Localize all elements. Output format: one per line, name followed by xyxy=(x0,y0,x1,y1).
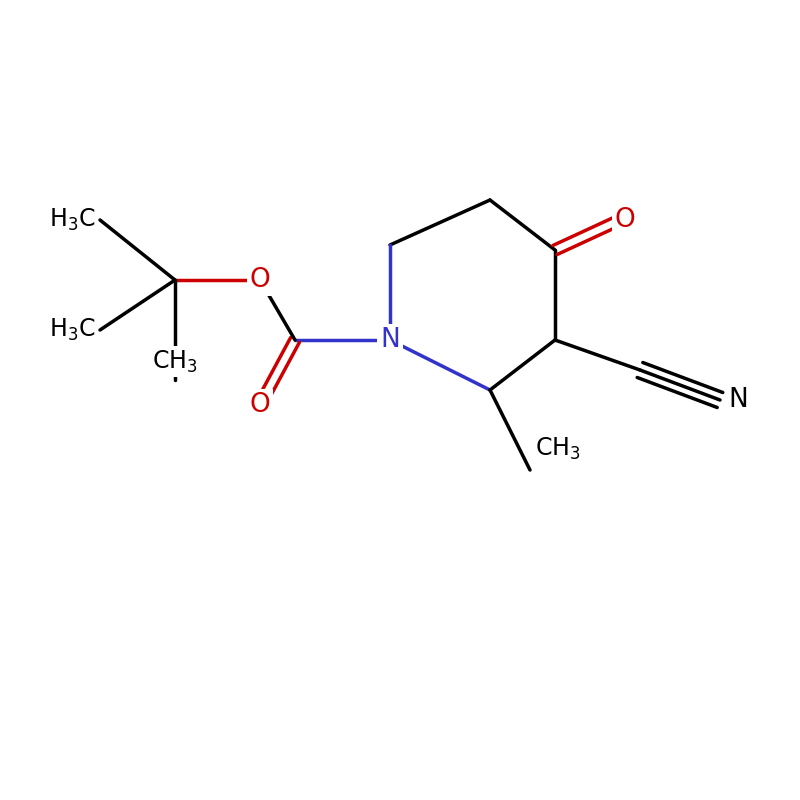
Text: O: O xyxy=(250,267,270,293)
Text: O: O xyxy=(614,207,635,233)
Text: H$_3$C: H$_3$C xyxy=(49,207,95,233)
Text: N: N xyxy=(380,327,400,353)
Text: CH$_3$: CH$_3$ xyxy=(535,436,581,462)
Text: H$_3$C: H$_3$C xyxy=(49,317,95,343)
Text: CH$_3$: CH$_3$ xyxy=(152,349,198,375)
Text: N: N xyxy=(728,387,748,413)
Text: O: O xyxy=(250,392,270,418)
